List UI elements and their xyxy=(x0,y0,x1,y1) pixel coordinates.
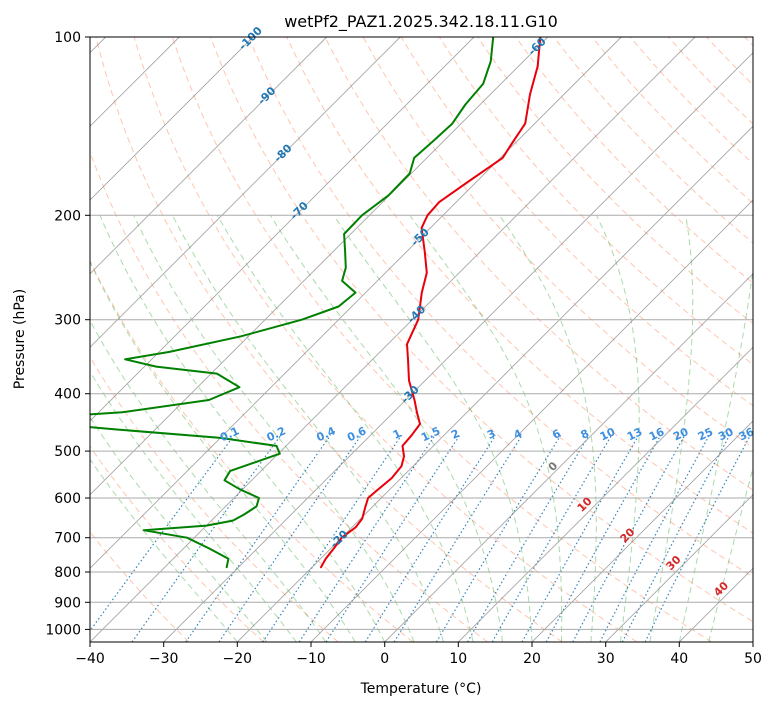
isotherm-line xyxy=(605,494,753,642)
isotherm-line xyxy=(90,37,401,348)
isotherm-line xyxy=(90,37,696,642)
mixing-ratio-label: 13 xyxy=(625,425,644,443)
dry-adiabat xyxy=(133,37,638,642)
mixing-ratio-label: 20 xyxy=(671,425,691,443)
mixing-ratio-line xyxy=(393,434,523,642)
dry-adiabat xyxy=(515,37,753,284)
mixing-ratio-line xyxy=(364,434,497,642)
mixing-ratio-line xyxy=(218,434,362,642)
moist-adiabat xyxy=(90,319,327,642)
background-lines xyxy=(90,37,753,642)
x-tick-label: 40 xyxy=(670,651,688,667)
plot-background xyxy=(90,37,753,642)
temperature-profile-line xyxy=(320,37,542,569)
moist-adiabat xyxy=(99,215,386,642)
y-tick-label: 100 xyxy=(54,30,81,46)
y-axis-label: Pressure (hPa) xyxy=(12,289,28,389)
mixing-ratio-line xyxy=(262,434,403,642)
dry-adiabat xyxy=(477,37,753,325)
dry-adiabat xyxy=(90,259,414,642)
x-tick-label: −20 xyxy=(223,651,253,667)
moist-adiabat xyxy=(678,265,753,642)
y-tick-label: 600 xyxy=(54,491,81,507)
moist-adiabat xyxy=(333,215,533,642)
x-tick-label: 0 xyxy=(380,651,389,667)
plot-frame xyxy=(89,36,754,643)
moist-adiabat xyxy=(90,416,268,642)
mixing-ratio-line xyxy=(599,434,710,642)
mixing-ratio-label: 25 xyxy=(696,425,715,443)
y-tick-label: 200 xyxy=(54,208,81,224)
dry-adiabat xyxy=(248,37,753,578)
isotherm-line xyxy=(310,199,753,642)
y-tick-label: 800 xyxy=(54,565,81,581)
mixing-ratio-line xyxy=(298,434,436,642)
moist-adiabat xyxy=(172,215,445,642)
x-tick-label: −10 xyxy=(296,651,326,667)
dry-adiabat xyxy=(90,445,264,642)
x-tick-label: 20 xyxy=(523,651,541,667)
dry-adiabat xyxy=(210,37,753,623)
x-tick-label: −40 xyxy=(75,651,105,667)
isotherm-line xyxy=(90,37,475,422)
y-axis: 100 200 300 400 500 600 700 800 900 1000 xyxy=(45,30,90,638)
moist-adiabat xyxy=(217,215,474,642)
x-tick-label: 50 xyxy=(744,651,762,667)
mixing-ratio-line xyxy=(325,434,461,642)
isotherm-line xyxy=(531,420,753,642)
isotherm-line xyxy=(90,37,328,275)
chart-title: wetPf2_PAZ1.2025.342.18.11.G10 xyxy=(284,12,558,32)
moist-adiabat xyxy=(409,215,563,642)
mixing-ratio-label: 36 xyxy=(737,425,757,443)
moist-adiabat xyxy=(596,215,640,642)
moist-adiabat xyxy=(90,370,297,642)
mixing-ratio-line xyxy=(131,434,282,642)
moist-adiabat xyxy=(133,215,415,642)
x-tick-label: 30 xyxy=(597,651,615,667)
x-tick-label: −30 xyxy=(149,651,179,667)
y-tick-label: 300 xyxy=(54,313,81,329)
y-tick-label: 1000 xyxy=(45,622,81,638)
profile-lines xyxy=(90,37,542,569)
x-tick-label: 10 xyxy=(449,651,467,667)
x-axis: −40 −30 −20 −10 0 10 20 30 40 50 xyxy=(75,642,762,667)
y-tick-label: 700 xyxy=(54,531,81,547)
mixing-ratio-label: 10 xyxy=(598,425,618,443)
mixing-ratio-line xyxy=(572,434,686,642)
x-axis-label: Temperature (°C) xyxy=(360,681,482,697)
isotherm-line xyxy=(163,52,753,642)
mixing-ratio-line xyxy=(545,434,662,642)
mixing-ratio-label: 30 xyxy=(716,425,736,443)
isotherm-line xyxy=(457,346,753,642)
dry-adiabat xyxy=(591,37,753,204)
dry-adiabat xyxy=(95,37,563,642)
moist-adiabat xyxy=(270,215,503,642)
dry-adiabat xyxy=(324,37,753,491)
mixing-ratio-line xyxy=(90,434,235,632)
y-tick-label: 900 xyxy=(54,595,81,611)
dry-adiabat xyxy=(629,37,753,165)
y-tick-label: 400 xyxy=(54,387,81,403)
y-tick-label: 500 xyxy=(54,444,81,460)
mixing-ratio-line xyxy=(435,434,562,642)
moist-adiabat xyxy=(90,260,356,642)
isotherm-line xyxy=(90,37,622,569)
isotherm-line xyxy=(90,37,254,201)
mixing-ratio-label: 16 xyxy=(647,425,667,443)
moist-adiabat xyxy=(649,215,694,642)
isotherm-line xyxy=(90,37,549,496)
moist-adiabat xyxy=(90,458,238,642)
mixing-ratio-line xyxy=(644,434,751,642)
dry-adiabat xyxy=(171,37,712,642)
isotherm-line xyxy=(384,273,753,642)
dry-adiabat xyxy=(400,37,753,407)
dewpoint-profile-line xyxy=(90,37,495,569)
